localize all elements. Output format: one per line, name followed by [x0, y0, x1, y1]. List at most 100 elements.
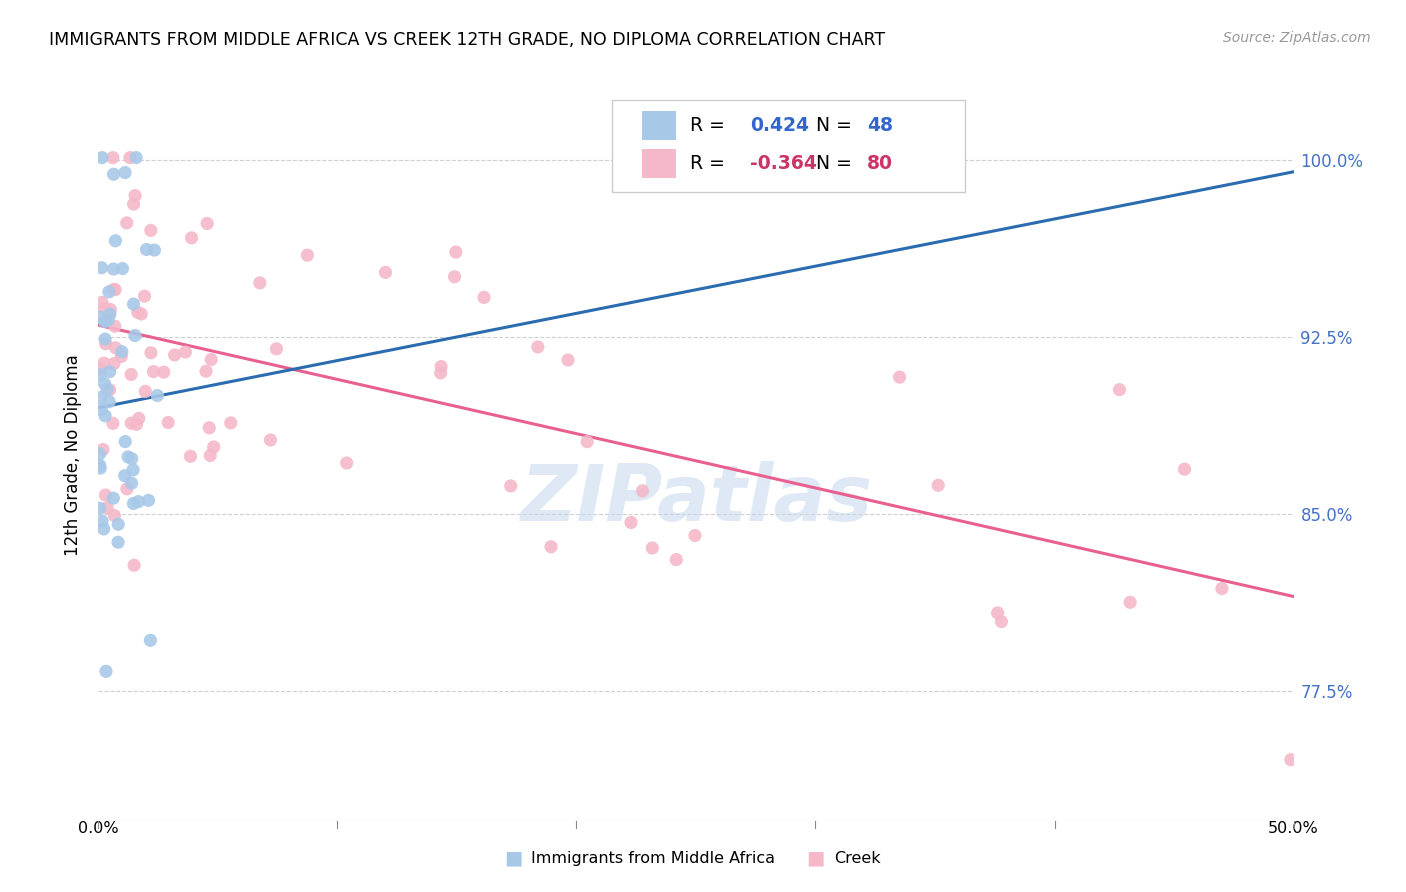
Point [94, 409, 117, 423]
Point [104, 319, 127, 334]
Point [120, 368, 142, 382]
Point [143, 243, 166, 257]
Point [121, 451, 143, 466]
Point [94, 332, 117, 346]
Text: R =: R = [690, 116, 737, 135]
Point [104, 283, 127, 297]
Point [259, 433, 281, 447]
Point [118, 151, 141, 165]
FancyBboxPatch shape [613, 100, 965, 192]
Point [127, 305, 149, 319]
Text: Creek: Creek [834, 851, 880, 865]
Point [122, 463, 145, 477]
Point [97, 285, 120, 299]
Point [122, 197, 145, 211]
Point [111, 261, 134, 276]
Point [174, 345, 197, 359]
Point [139, 346, 162, 360]
Text: N =: N = [804, 116, 858, 135]
Point [89, 501, 111, 516]
Point [115, 216, 138, 230]
Point [101, 417, 124, 431]
Point [374, 265, 396, 279]
Point [540, 540, 562, 554]
Point [104, 234, 127, 248]
Point [111, 344, 134, 359]
Point [127, 494, 149, 508]
Point [889, 370, 911, 384]
Point [1119, 595, 1142, 609]
Point [93, 522, 115, 536]
Point [97, 313, 120, 327]
Point [93, 315, 115, 329]
Point [98, 365, 121, 379]
Point [134, 384, 156, 399]
Point [101, 151, 124, 165]
Point [987, 606, 1010, 620]
Point [1108, 383, 1130, 397]
Text: ZIPatlas: ZIPatlas [520, 461, 872, 537]
Text: 0.0%: 0.0% [79, 821, 118, 836]
Point [94, 488, 117, 502]
Point [96, 383, 118, 397]
Point [125, 417, 148, 432]
Point [444, 245, 467, 260]
Point [103, 508, 125, 523]
Point [103, 491, 125, 505]
Point [129, 307, 152, 321]
Point [122, 297, 145, 311]
Point [120, 416, 142, 430]
Point [200, 449, 222, 463]
Point [90, 260, 112, 275]
Text: Source: ZipAtlas.com: Source: ZipAtlas.com [1223, 31, 1371, 45]
Point [94, 665, 117, 679]
Point [249, 276, 271, 290]
Point [139, 633, 162, 648]
Point [631, 483, 654, 498]
Point [1173, 462, 1195, 476]
Text: N =: N = [804, 153, 858, 173]
Text: ■: ■ [503, 848, 523, 868]
Point [103, 167, 125, 181]
Point [443, 269, 465, 284]
Point [146, 388, 169, 402]
Text: 0.424: 0.424 [749, 116, 808, 135]
Point [122, 496, 145, 510]
Point [93, 301, 115, 316]
Point [107, 517, 129, 532]
Point [202, 440, 225, 454]
Point [97, 309, 120, 323]
Point [430, 359, 453, 374]
Point [527, 340, 550, 354]
Y-axis label: 12th Grade, No Diploma: 12th Grade, No Diploma [65, 354, 83, 556]
Point [576, 434, 599, 449]
Point [135, 243, 157, 257]
Point [134, 289, 156, 303]
Point [114, 165, 136, 179]
Text: IMMIGRANTS FROM MIDDLE AFRICA VS CREEK 12TH GRADE, NO DIPLOMA CORRELATION CHART: IMMIGRANTS FROM MIDDLE AFRICA VS CREEK 1… [49, 31, 886, 49]
Bar [643, 111, 676, 140]
Point [103, 283, 125, 297]
Point [93, 376, 115, 391]
Point [89, 310, 111, 324]
Point [124, 328, 146, 343]
Point [91, 151, 114, 165]
Point [665, 552, 688, 566]
Point [91, 295, 114, 310]
Point [96, 500, 118, 515]
Point [98, 383, 121, 397]
Point [121, 476, 143, 491]
Point [125, 151, 148, 165]
Point [198, 421, 221, 435]
Point [89, 368, 111, 382]
Text: Immigrants from Middle Africa: Immigrants from Middle Africa [531, 851, 776, 865]
Point [336, 456, 359, 470]
Point [90, 402, 112, 417]
Point [557, 353, 579, 368]
Point [499, 479, 522, 493]
Point [103, 357, 125, 371]
Point [100, 302, 122, 317]
Point [98, 307, 121, 321]
Point [152, 365, 174, 379]
Point [683, 528, 706, 542]
